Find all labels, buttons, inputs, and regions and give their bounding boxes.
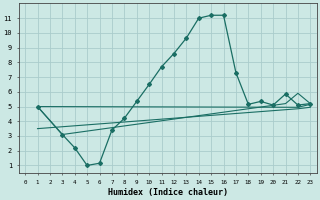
X-axis label: Humidex (Indice chaleur): Humidex (Indice chaleur) (108, 188, 228, 197)
